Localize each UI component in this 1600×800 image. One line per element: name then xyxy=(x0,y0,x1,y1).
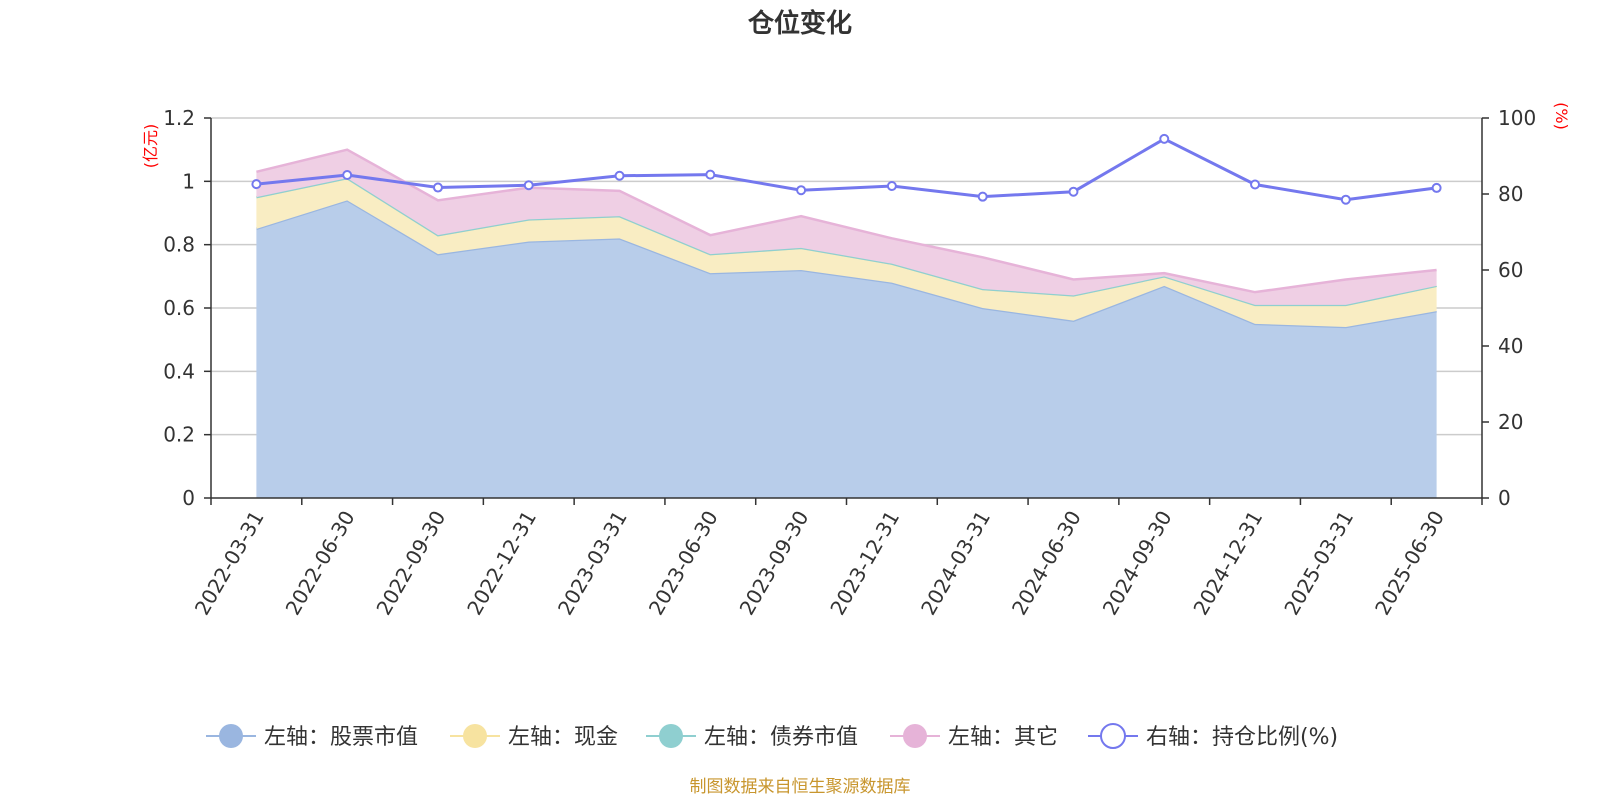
ratio-line xyxy=(256,137,1437,202)
ratio-point xyxy=(886,181,897,192)
ratio-point xyxy=(1431,182,1442,193)
x-tick-label: 2022-09-30 xyxy=(371,507,450,620)
ratio-point xyxy=(251,179,262,190)
data-source-footer: 制图数据来自恒生聚源数据库 xyxy=(690,777,911,797)
area-edge-左轴其它 xyxy=(256,148,1437,294)
ratio-point xyxy=(614,170,625,181)
left-tick-label: 0.6 xyxy=(163,296,195,320)
right-tick-label: 80 xyxy=(1498,182,1523,206)
x-tick-label: 2022-03-31 xyxy=(190,507,269,620)
holding-ratio-line xyxy=(251,133,1442,205)
right-tick-label: 20 xyxy=(1498,410,1523,434)
left-tick-label: 0.4 xyxy=(163,359,195,383)
ratio-point xyxy=(342,170,353,180)
legend-item[interactable]: 左轴：股票市值 xyxy=(206,724,418,750)
x-tick-label: 2024-03-31 xyxy=(916,507,995,620)
x-tick-label: 2024-12-31 xyxy=(1188,507,1267,620)
right-axis-unit: (%) xyxy=(1552,102,1571,130)
x-tick-label: 2024-06-30 xyxy=(1007,507,1086,620)
legend-marker-icon xyxy=(659,724,683,748)
right-tick-label: 100 xyxy=(1498,106,1536,130)
stacked-areas xyxy=(256,148,1437,499)
x-tick-label: 2023-03-31 xyxy=(553,507,632,620)
right-tick-label: 60 xyxy=(1498,258,1523,282)
legend-item[interactable]: 左轴：其它 xyxy=(890,724,1058,750)
legend-item[interactable]: 右轴：持仓比例(%) xyxy=(1088,723,1338,750)
area-左轴股票市值 xyxy=(256,200,1437,499)
legend-label: 左轴：现金 xyxy=(508,725,618,750)
left-tick-label: 1.2 xyxy=(163,106,195,130)
ratio-point xyxy=(1068,186,1079,197)
x-tick-label: 2022-12-31 xyxy=(462,507,541,620)
x-tick-label: 2025-03-31 xyxy=(1279,507,1358,620)
left-tick-label: 1 xyxy=(182,169,195,193)
left-tick-label: 0 xyxy=(182,486,195,510)
ratio-point xyxy=(977,191,988,202)
x-tick-label: 2024-09-30 xyxy=(1098,507,1177,620)
legend-item[interactable]: 左轴：现金 xyxy=(450,724,618,750)
legend-item[interactable]: 左轴：债券市值 xyxy=(646,724,858,750)
x-tick-label: 2023-06-30 xyxy=(644,507,723,620)
ratio-point xyxy=(1159,133,1170,144)
legend-marker-icon xyxy=(219,724,243,748)
chart-title: 仓位变化 xyxy=(747,8,852,39)
left-axis-unit: (亿元) xyxy=(141,124,160,169)
x-tick-label: 2025-06-30 xyxy=(1370,507,1449,620)
area-左轴现金 xyxy=(256,178,1437,327)
legend-marker-icon xyxy=(1100,723,1126,749)
x-tick-label: 2023-12-31 xyxy=(825,507,904,620)
x-tick-label: 2022-06-30 xyxy=(281,507,360,620)
legend-label: 右轴：持仓比例(%) xyxy=(1146,725,1338,750)
legend[interactable]: 左轴：股票市值 左轴：现金 左轴：债券市值 左轴：其它 右轴：持仓比例(%) xyxy=(206,723,1338,750)
ratio-point xyxy=(432,182,443,193)
ratio-point xyxy=(1250,179,1261,190)
legend-marker-icon xyxy=(463,724,487,748)
x-tick-label: 2023-09-30 xyxy=(735,507,814,620)
right-tick-label: 40 xyxy=(1498,334,1523,358)
left-tick-label: 0.2 xyxy=(163,423,195,447)
legend-label: 左轴：其它 xyxy=(948,725,1058,750)
legend-marker-icon xyxy=(903,724,927,748)
right-tick-label: 0 xyxy=(1498,486,1511,510)
ratio-point xyxy=(705,169,716,180)
ratio-point xyxy=(796,185,807,196)
ratio-point xyxy=(523,180,534,191)
ratio-point xyxy=(1340,194,1351,205)
left-tick-label: 0.8 xyxy=(163,233,195,257)
legend-label: 左轴：股票市值 xyxy=(264,725,418,750)
legend-label: 左轴：债券市值 xyxy=(704,725,858,750)
